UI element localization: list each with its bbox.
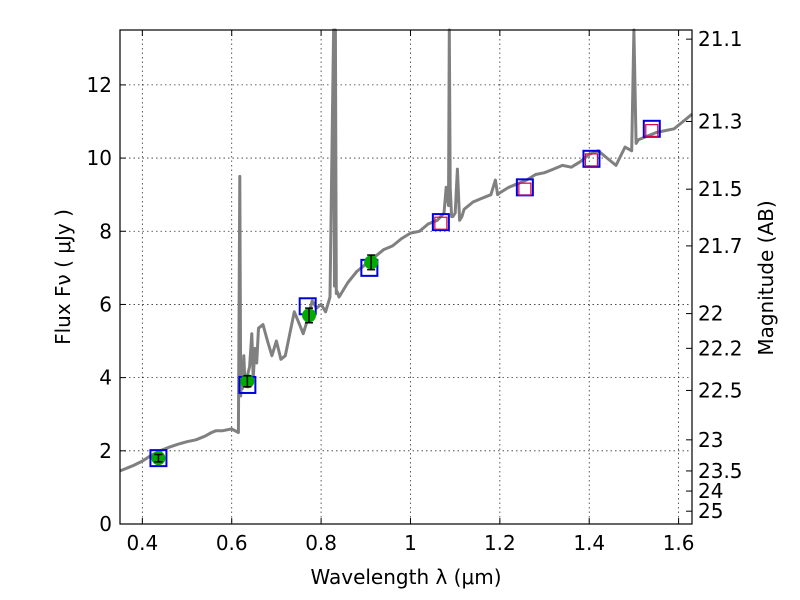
y2-tick-label: 24: [698, 479, 723, 503]
y-tick-label: 0: [99, 512, 112, 536]
model-photometry-box: [149, 449, 168, 468]
x-tick-label: 1: [404, 531, 417, 555]
y-tick-label: 4: [99, 366, 112, 390]
plot-frame: [119, 29, 693, 525]
y2-tick-label: 21.1: [698, 27, 743, 51]
y2-tick-label: 23.5: [698, 459, 743, 483]
model-spectrum-line: [119, 28, 693, 473]
inner-photometry-box: [518, 182, 532, 196]
inner-photometry-box: [584, 153, 599, 167]
y-tick-label: 12: [87, 73, 112, 97]
y2-tick-label: 22: [698, 302, 723, 326]
y2-tick-label: 23: [698, 428, 723, 452]
y2-tick-label: 21.5: [698, 177, 743, 201]
y-tick-label: 6: [99, 292, 112, 316]
y-tick-label: 10: [87, 146, 112, 170]
x-tick-label: 0.6: [216, 531, 248, 555]
y-axis-label: Flux Fν ( μJy ): [51, 209, 75, 345]
y2-tick-label: 21.3: [698, 109, 743, 133]
y-tick-label: 2: [99, 439, 112, 463]
y2-axis-label: Magnitude (AB): [754, 200, 778, 355]
grid: [120, 30, 692, 525]
photometry-layer: [149, 119, 661, 468]
model-spectrum-layer: [119, 28, 693, 473]
inner-photometry-box: [434, 216, 448, 230]
x-tick-label: 1.4: [573, 531, 605, 555]
y2-tick-label: 25: [698, 499, 723, 523]
axis-ticks: 0.4 0.6 0.8 1 1.2 1.4 1.602468101221.121.321.5…: [87, 27, 743, 555]
model-photometry-box: [582, 149, 601, 168]
x-tick-label: 0.4: [126, 531, 158, 555]
x-tick-label: 1.6: [663, 531, 695, 555]
x-axis-label: Wavelength λ (μm): [310, 565, 501, 589]
x-tick-label: 0.8: [305, 531, 337, 555]
model-photometry-box: [431, 213, 450, 232]
y2-tick-label: 22.5: [698, 378, 743, 402]
y2-tick-label: 22.2: [698, 336, 743, 360]
inner-photometry-box: [645, 124, 659, 138]
x-tick-label: 1.2: [484, 531, 516, 555]
y2-tick-label: 21.7: [698, 234, 743, 258]
y-tick-label: 8: [99, 219, 112, 243]
